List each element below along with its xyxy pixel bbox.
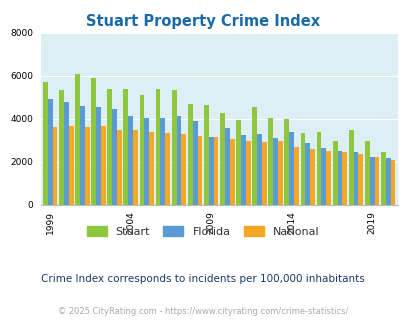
- Bar: [155, 89, 160, 205]
- Bar: [229, 139, 234, 205]
- Bar: [203, 105, 208, 205]
- Bar: [85, 127, 90, 205]
- Bar: [300, 133, 305, 205]
- Bar: [213, 137, 218, 205]
- Bar: [75, 74, 80, 205]
- Bar: [236, 120, 241, 205]
- Bar: [171, 90, 176, 205]
- Bar: [53, 127, 58, 205]
- Bar: [224, 128, 229, 205]
- Bar: [390, 160, 394, 205]
- Text: Stuart Property Crime Index: Stuart Property Crime Index: [86, 14, 319, 29]
- Bar: [181, 134, 186, 205]
- Bar: [48, 100, 53, 205]
- Bar: [293, 147, 298, 205]
- Bar: [80, 106, 85, 205]
- Bar: [117, 129, 121, 205]
- Bar: [252, 107, 256, 205]
- Bar: [305, 144, 309, 205]
- Bar: [139, 95, 144, 205]
- Bar: [43, 82, 48, 205]
- Bar: [380, 152, 385, 205]
- Bar: [256, 134, 261, 205]
- Bar: [353, 152, 358, 205]
- Bar: [107, 89, 112, 205]
- Legend: Stuart, Florida, National: Stuart, Florida, National: [82, 222, 323, 241]
- Bar: [316, 132, 321, 205]
- Bar: [245, 141, 250, 205]
- Bar: [284, 119, 288, 205]
- Bar: [96, 107, 101, 205]
- Bar: [326, 151, 330, 205]
- Bar: [197, 136, 202, 205]
- Bar: [374, 157, 378, 205]
- Text: Crime Index corresponds to incidents per 100,000 inhabitants: Crime Index corresponds to incidents per…: [41, 274, 364, 284]
- Bar: [165, 133, 170, 205]
- Bar: [112, 109, 117, 205]
- Bar: [128, 115, 133, 205]
- Bar: [176, 115, 181, 205]
- Bar: [261, 143, 266, 205]
- Bar: [268, 118, 273, 205]
- Bar: [332, 141, 337, 205]
- Bar: [337, 151, 341, 205]
- Bar: [101, 126, 106, 205]
- Bar: [277, 141, 282, 205]
- Bar: [309, 149, 314, 205]
- Bar: [149, 132, 153, 205]
- Bar: [192, 121, 197, 205]
- Bar: [358, 154, 362, 205]
- Bar: [369, 157, 374, 205]
- Bar: [288, 132, 293, 205]
- Bar: [208, 137, 213, 205]
- Bar: [364, 141, 369, 205]
- Bar: [273, 138, 277, 205]
- Bar: [59, 90, 64, 205]
- Bar: [133, 129, 138, 205]
- Bar: [144, 118, 149, 205]
- Bar: [160, 118, 165, 205]
- Bar: [188, 104, 192, 205]
- Bar: [385, 158, 390, 205]
- Bar: [64, 102, 68, 205]
- Bar: [68, 126, 73, 205]
- Bar: [91, 78, 96, 205]
- Bar: [348, 129, 353, 205]
- Text: © 2025 CityRating.com - https://www.cityrating.com/crime-statistics/: © 2025 CityRating.com - https://www.city…: [58, 307, 347, 316]
- Bar: [123, 89, 128, 205]
- Bar: [241, 135, 245, 205]
- Bar: [220, 114, 224, 205]
- Bar: [341, 152, 346, 205]
- Bar: [321, 148, 326, 205]
